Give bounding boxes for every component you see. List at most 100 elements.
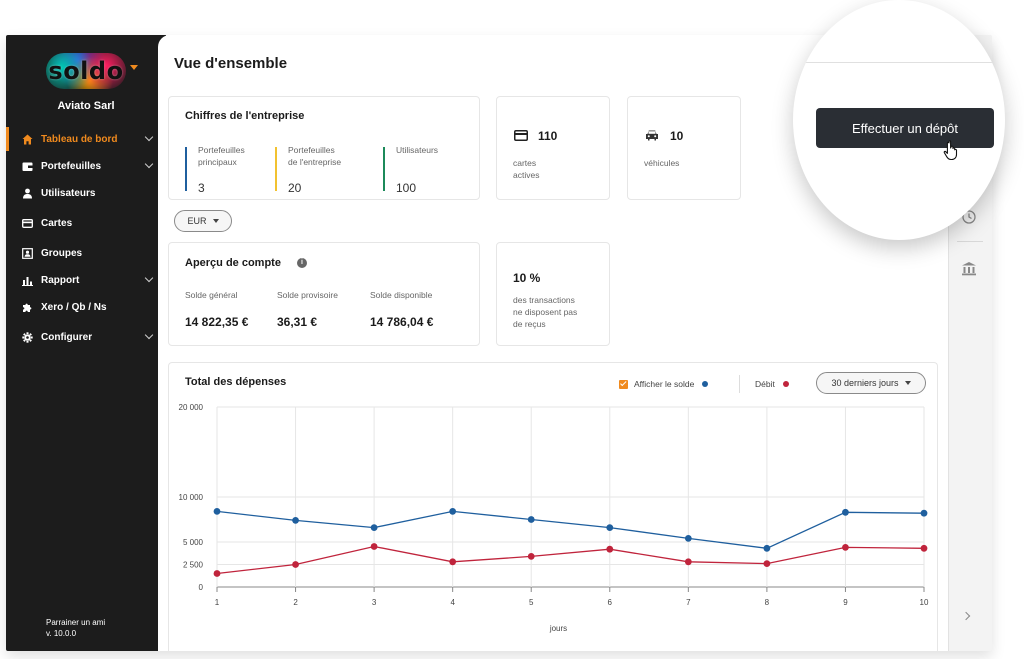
stat-label: Portefeuilles principaux: [198, 144, 245, 168]
active-cards-card[interactable]: 110 cartes actives: [496, 96, 610, 200]
sidebar-item-label: Groupes: [41, 247, 83, 259]
data-point: [763, 560, 771, 567]
balance-dot-icon: [702, 381, 709, 387]
sidebar-item-utilisateurs[interactable]: Utilisateurs: [6, 181, 166, 205]
stat-value: 20: [288, 181, 302, 195]
y-tick-label: 2 500: [183, 561, 204, 570]
gear-icon: [22, 331, 33, 343]
x-tick-label: 10: [920, 598, 929, 607]
x-tick-label: 7: [686, 598, 691, 607]
header-divider: [793, 62, 1005, 63]
info-icon[interactable]: i: [297, 258, 307, 268]
data-point: [292, 561, 299, 568]
caret-down-icon: [904, 381, 911, 385]
expenses-line-chart: 0 2 500 5 000 10 000 20 000 1 2 3 4 5 6 7 8 9 10 jours: [179, 403, 929, 633]
chevron-down-icon[interactable]: [144, 330, 154, 340]
stat-color-bar: [383, 147, 385, 191]
chevron-down-icon[interactable]: [144, 159, 154, 169]
legend-debit[interactable]: Débit: [755, 379, 789, 389]
car-icon: [646, 130, 658, 141]
x-tick-label: 3: [372, 598, 377, 607]
data-point: [920, 544, 928, 552]
checkbox-checked-icon[interactable]: [619, 379, 628, 389]
vehicles-label: véhicules: [644, 158, 680, 168]
account-overview-card: Aperçu de compte i Solde général 14 822,3…: [168, 242, 480, 346]
vehicles-card[interactable]: 10 véhicules: [627, 96, 741, 200]
y-tick-label: 20 000: [179, 403, 204, 412]
history-icon[interactable]: [961, 209, 977, 225]
balance-label: Solde provisoire: [277, 290, 338, 300]
missing-receipts-card[interactable]: 10 % des transactions ne disposent pas d…: [496, 242, 610, 346]
sidebar-item-groupes[interactable]: Groupes: [6, 241, 166, 265]
soldo-logo[interactable]: soldo: [46, 53, 126, 89]
x-tick-label: 5: [529, 598, 534, 607]
series-line-balance: [216, 510, 925, 549]
stat-label-line: Utilisateurs: [396, 145, 439, 155]
currency-select[interactable]: EUR: [174, 210, 232, 232]
legend-divider: [739, 375, 740, 393]
data-point: [920, 509, 928, 517]
data-point: [292, 517, 299, 524]
debit-dot-icon: [782, 381, 789, 387]
data-point: [684, 535, 692, 542]
data-point: [527, 553, 535, 560]
x-tick-label: 9: [843, 598, 848, 607]
wallet-icon: [22, 161, 33, 172]
sidebar-item-portefeuilles[interactable]: Portefeuilles: [6, 154, 166, 178]
sponsor-link[interactable]: Parrainer un ami: [46, 618, 106, 627]
company-name: Aviato Sarl: [57, 100, 115, 112]
data-point: [606, 545, 614, 553]
x-tick-label: 8: [765, 598, 770, 607]
sidebar-item-tableau-de-bord[interactable]: Tableau de bord: [6, 127, 166, 151]
expenses-title: Total des dépenses: [185, 376, 287, 388]
data-point: [842, 544, 849, 551]
sidebar-item-rapport[interactable]: Rapport: [6, 268, 166, 292]
active-cards-label-line: actives: [513, 170, 540, 180]
chevron-down-icon[interactable]: [144, 273, 154, 283]
bar-chart-icon: [22, 275, 33, 286]
period-select[interactable]: 30 derniers jours: [816, 372, 926, 394]
expenses-chart-card: Total des dépenses Afficher le solde Déb…: [168, 362, 938, 651]
balance-value: 14 822,35 €: [185, 315, 249, 329]
x-axis-label: jours: [549, 624, 567, 633]
groups-icon: [22, 247, 33, 259]
x-tick-label: 6: [608, 598, 613, 607]
data-point: [370, 543, 378, 550]
version-label: v. 10.0.0: [46, 629, 77, 638]
data-point: [763, 544, 771, 552]
active-cards-count: 110: [538, 129, 558, 143]
y-tick-label: 10 000: [179, 493, 204, 502]
sidebar-item-label: Configurer: [41, 331, 93, 343]
active-cards-label: cartes actives: [513, 157, 539, 181]
card-icon: [22, 218, 33, 229]
stat-label-line: Portefeuilles: [288, 145, 335, 155]
sidebar-item-cartes[interactable]: Cartes: [6, 211, 166, 235]
stat-color-bar: [185, 147, 187, 191]
hand-cursor-icon: [943, 140, 958, 161]
balance-label: Solde disponible: [370, 290, 433, 300]
legend-balance[interactable]: Afficher le solde: [619, 379, 709, 389]
company-figures-title: Chiffres de l'entreprise: [185, 110, 305, 122]
chevron-right-icon[interactable]: [961, 611, 971, 621]
make-deposit-button[interactable]: Effectuer un dépôt: [816, 108, 994, 148]
period-select-value: 30 derniers jours: [831, 378, 899, 388]
sidebar-item-label: Cartes: [41, 217, 73, 229]
sidebar-item-label: Tableau de bord: [41, 133, 118, 145]
data-point: [684, 558, 692, 566]
logo-caret-icon[interactable]: [130, 65, 138, 70]
sidebar-item-xero-qb-ns[interactable]: Xero / Qb / Ns: [6, 295, 166, 319]
data-point: [606, 524, 614, 531]
sidebar-item-configurer[interactable]: Configurer: [6, 325, 166, 349]
y-tick-label: 5 000: [183, 538, 204, 547]
legend-balance-label: Afficher le solde: [634, 379, 695, 389]
data-point: [213, 570, 221, 577]
bank-icon[interactable]: [961, 261, 977, 276]
data-point: [527, 516, 535, 523]
y-tick-label: 0: [199, 583, 204, 592]
stat-value: 3: [198, 181, 205, 195]
sidebar-item-label: Xero / Qb / Ns: [41, 301, 107, 313]
chevron-down-icon[interactable]: [144, 132, 154, 142]
sidebar: soldo Aviato Sarl Tableau de bord Portefe…: [6, 35, 166, 651]
zoom-callout: Effectuer un dépôt: [793, 0, 1005, 240]
x-tick-label: 2: [293, 598, 298, 607]
